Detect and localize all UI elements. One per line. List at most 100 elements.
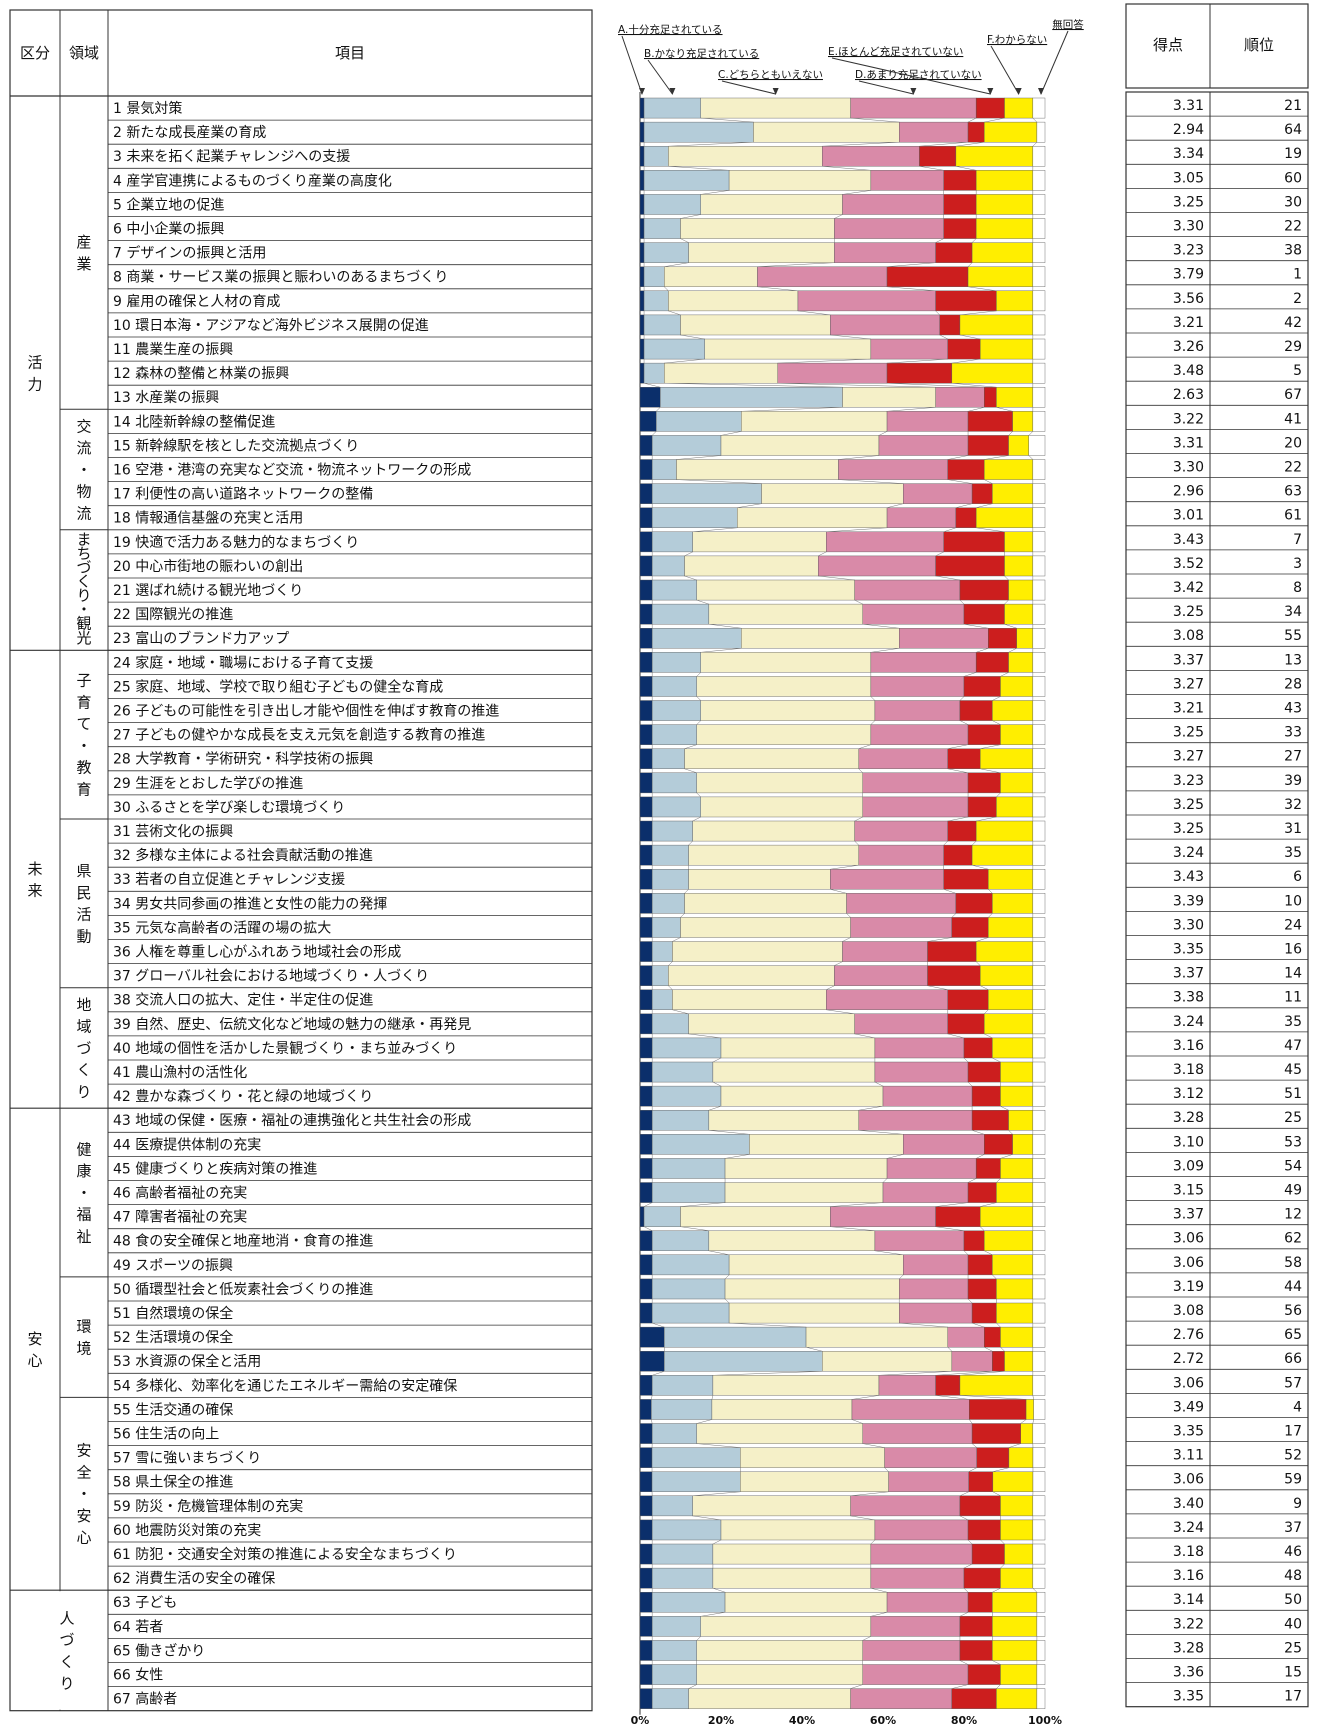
bar-segment — [992, 893, 1034, 914]
bar-segment — [943, 170, 977, 191]
bar-segment — [1032, 1543, 1046, 1565]
bar-segment — [975, 97, 1005, 119]
rank-value: 16 — [1284, 942, 1302, 958]
series-connector — [951, 913, 957, 918]
bar-segment — [708, 1230, 876, 1251]
bar-segment — [761, 483, 904, 504]
bar-segment — [724, 1158, 888, 1179]
bar-segment — [822, 1350, 953, 1372]
series-connector — [984, 455, 1009, 460]
series-connector — [1000, 1347, 1005, 1352]
bar-segment — [728, 1254, 904, 1276]
series-connector — [818, 551, 827, 557]
rank-value: 25 — [1284, 1110, 1302, 1126]
vertical-char: 安 — [76, 1442, 91, 1460]
bar-segment — [639, 965, 653, 986]
bar-segment — [651, 772, 697, 794]
bar-segment — [1000, 1158, 1034, 1179]
bar-segment — [850, 97, 977, 119]
score-value: 3.06 — [1173, 1375, 1204, 1391]
score-value: 3.27 — [1173, 749, 1204, 765]
bar-segment — [639, 1061, 653, 1083]
series-connector — [992, 696, 1001, 701]
vertical-char: 県 — [76, 862, 91, 880]
series-connector — [680, 1226, 709, 1231]
bar-segment — [720, 1037, 876, 1059]
bar-segment — [834, 218, 944, 239]
item-label: 64 若者 — [113, 1619, 163, 1635]
bar-segment — [639, 1567, 653, 1589]
vertical-char: 境 — [76, 1339, 91, 1357]
bar-segment — [651, 748, 685, 770]
bar-segment — [884, 1447, 978, 1468]
table-frame — [9, 9, 593, 1712]
score-value: 3.24 — [1173, 1014, 1204, 1030]
vertical-char: 流 — [76, 504, 91, 522]
series-connector — [668, 961, 673, 966]
series-connector — [651, 431, 657, 436]
header-rank: 順位 — [1244, 36, 1274, 54]
bar-segment — [971, 1085, 1001, 1107]
item-label: 43 地域の保健・医療・福祉の連携強化と共生社会の形成 — [113, 1112, 471, 1129]
series-connector — [959, 599, 965, 605]
series-connector — [1000, 1539, 1005, 1545]
bar-segment — [651, 1423, 697, 1444]
series-connector — [935, 1371, 993, 1376]
merged-cell — [11, 1591, 107, 1710]
header-komoku: 項目 — [335, 44, 365, 62]
bar-segment — [846, 893, 957, 914]
rank-value: 28 — [1284, 676, 1302, 692]
bar-segment — [639, 1206, 645, 1227]
bar-segment — [639, 989, 653, 1011]
score-value: 3.01 — [1173, 508, 1204, 524]
bar-segment — [1004, 555, 1034, 577]
bar-segment — [651, 941, 673, 962]
bar-segment — [639, 893, 653, 914]
bar-segment — [1032, 362, 1046, 384]
vertical-char: 育 — [76, 693, 91, 711]
bar-segment — [639, 1591, 653, 1613]
bar-segment — [740, 1447, 885, 1468]
series-connector — [696, 599, 709, 605]
series-connector — [684, 575, 697, 581]
series-connector — [943, 527, 956, 533]
series-connector — [887, 382, 985, 388]
series-connector — [700, 190, 730, 195]
series-connector — [850, 117, 900, 123]
item-label: 9 雇用の確保と人材の育成 — [113, 293, 280, 310]
vertical-char: づ — [76, 1039, 91, 1057]
series-connector — [947, 479, 973, 484]
bar-segment — [692, 820, 855, 842]
item-label: 5 企業立地の促進 — [113, 196, 224, 213]
bar-segment — [935, 1206, 981, 1227]
bar-segment — [1032, 314, 1046, 336]
score-value: 3.30 — [1173, 460, 1204, 476]
item-label: 66 女性 — [113, 1667, 163, 1684]
item-label: 58 県土保全の推進 — [113, 1474, 233, 1491]
vertical-char: 安 — [27, 1330, 42, 1348]
item-label: 31 芸術文化の振興 — [113, 824, 233, 840]
score-value: 3.22 — [1173, 1616, 1204, 1632]
bar-segment — [692, 531, 827, 553]
score-value: 3.48 — [1173, 363, 1204, 379]
bar-segment — [1032, 411, 1046, 432]
series-connector — [967, 1539, 973, 1545]
ryoiki-label: 子育て・教育 — [76, 672, 91, 799]
bar-segment — [943, 844, 973, 866]
bar-segment — [639, 97, 645, 119]
bar-segment — [643, 145, 669, 167]
legend-label: A.十分充足されている — [618, 23, 723, 36]
series-connector — [851, 1395, 879, 1400]
bar-segment — [692, 1495, 851, 1517]
series-connector — [1032, 1588, 1038, 1593]
series-connector — [826, 1009, 855, 1015]
bar-segment — [1032, 1495, 1046, 1517]
item-label: 67 高齢者 — [113, 1691, 177, 1708]
bar-segment — [651, 1302, 730, 1324]
series-connector — [967, 407, 985, 412]
score-value: 3.42 — [1173, 580, 1204, 596]
vertical-char: 観 — [76, 615, 91, 633]
series-connector — [947, 768, 969, 774]
series-connector — [887, 358, 948, 364]
series-connector — [854, 840, 859, 846]
